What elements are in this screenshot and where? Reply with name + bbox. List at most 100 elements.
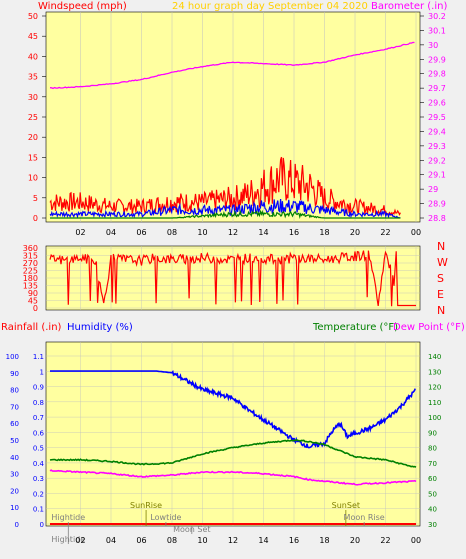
y-tick-label: 360 [23, 244, 38, 253]
y-tick-label: 0.2 [33, 490, 44, 498]
x-tick-label: 12 [228, 228, 238, 237]
y-tick-label: 180 [23, 274, 38, 283]
x-tick-label: 02 [75, 228, 85, 237]
wind-series-line [50, 209, 401, 219]
y-tick-label: 45 [28, 297, 38, 306]
x-tick-label: 00 [411, 536, 421, 545]
event-label: SunRise [130, 501, 162, 510]
y-tick-label: 30 [428, 41, 438, 50]
y-tick-label: 10 [28, 174, 38, 183]
y-tick-label: 15 [28, 153, 38, 162]
y-tick-label: 90 [428, 429, 437, 437]
dew-point-line [49, 469, 417, 486]
x-tick-label: 10 [197, 536, 207, 545]
y-tick-label: 40 [428, 506, 437, 514]
y-tick-label: 1 [40, 368, 44, 376]
y-tick-label: 50 [28, 12, 38, 21]
event-label: Moon Set [173, 525, 210, 534]
y-tick-label: 28.9 [428, 200, 446, 209]
wind-series-line [49, 156, 401, 217]
x-tick-label: 06 [136, 228, 146, 237]
x-tick-label: 08 [167, 536, 177, 545]
y-tick-label: 225 [23, 267, 38, 276]
x-tick-label: 18 [319, 228, 329, 237]
x-tick-label: 04 [106, 536, 116, 545]
y-tick-label: 29 [428, 185, 438, 194]
x-tick-label: 14 [258, 228, 268, 237]
y-tick-label: 0 [40, 521, 44, 529]
y-tick-label: 0.5 [33, 445, 44, 453]
y-tick-label: 60 [428, 475, 437, 483]
x-tick-label: 18 [319, 536, 329, 545]
y-tick-label: 80 [10, 387, 19, 395]
y-tick-label: 100 [6, 353, 19, 361]
chart-title: 24 hour graph day September 04 2020 [172, 1, 368, 12]
wind-series-line [49, 198, 401, 219]
y-tick-label: 45 [28, 32, 38, 41]
barometer-axis-label: Barometer (.in) [371, 1, 447, 12]
y-tick-label: 0 [15, 521, 19, 529]
y-tick-label: 25 [28, 113, 38, 122]
wind-direction-line [49, 250, 416, 307]
y-tick-label: 29.8 [428, 70, 446, 79]
x-tick-label: 20 [350, 536, 360, 545]
x-tick-label: 16 [289, 228, 299, 237]
compass-label: N [437, 304, 445, 317]
y-tick-label: 10 [10, 504, 19, 512]
y-tick-label: 315 [23, 252, 38, 261]
event-label: Moon Rise [344, 513, 385, 522]
y-tick-label: 5 [33, 194, 38, 203]
y-tick-label: 30 [428, 521, 437, 529]
windspeed-axis-label: Windspeed (mph) [38, 1, 127, 12]
y-tick-label: 40 [10, 454, 19, 462]
x-tick-label: 02 [75, 536, 85, 545]
y-tick-label: 29.6 [428, 99, 446, 108]
compass-label: S [437, 272, 444, 285]
y-tick-label: 20 [28, 133, 38, 142]
x-tick-label: 04 [106, 228, 116, 237]
y-tick-label: 40 [28, 52, 38, 61]
y-tick-label: 0 [33, 304, 38, 313]
temperature-axis-label: Temperature (°F) [312, 322, 398, 333]
y-tick-label: 29.5 [428, 113, 446, 122]
y-tick-label: 120 [428, 384, 441, 392]
x-tick-label: 20 [350, 228, 360, 237]
x-tick-label: 16 [289, 536, 299, 545]
y-tick-label: 110 [428, 399, 441, 407]
x-tick-label: 22 [380, 536, 390, 545]
event-label: Lowtide [150, 513, 181, 522]
y-tick-label: 90 [10, 370, 19, 378]
y-tick-label: 80 [428, 445, 437, 453]
humidity-line [50, 370, 416, 449]
y-tick-label: 0.4 [33, 460, 45, 468]
x-tick-label: 06 [136, 536, 146, 545]
compass-label: W [437, 256, 448, 269]
y-tick-label: 29.7 [428, 84, 446, 93]
humidity-axis-label: Humidity (%) [67, 322, 133, 333]
y-tick-label: 30 [28, 93, 38, 102]
y-tick-label: 28.8 [428, 214, 446, 223]
temperature-line [49, 438, 417, 468]
y-tick-label: 35 [28, 73, 38, 82]
x-tick-label: 14 [258, 536, 268, 545]
event-label: SunSet [332, 501, 360, 510]
y-tick-label: 1.1 [33, 353, 44, 361]
y-tick-label: 29.2 [428, 156, 446, 165]
y-tick-label: 50 [10, 437, 19, 445]
y-tick-label: 30.2 [428, 12, 446, 21]
y-tick-label: 90 [28, 289, 38, 298]
y-tick-label: 30 [10, 471, 19, 479]
y-tick-label: 0.8 [33, 399, 44, 407]
y-tick-label: 140 [428, 353, 441, 361]
event-label: Hightide [51, 513, 85, 522]
y-tick-label: 130 [428, 368, 441, 376]
compass-label: E [437, 288, 444, 301]
y-tick-label: 100 [428, 414, 441, 422]
y-tick-label: 30.1 [428, 26, 446, 35]
y-tick-label: 0.1 [33, 506, 44, 514]
event-label: Hightide [51, 535, 85, 544]
y-tick-label: 0.7 [33, 414, 44, 422]
y-tick-label: 70 [428, 460, 437, 468]
